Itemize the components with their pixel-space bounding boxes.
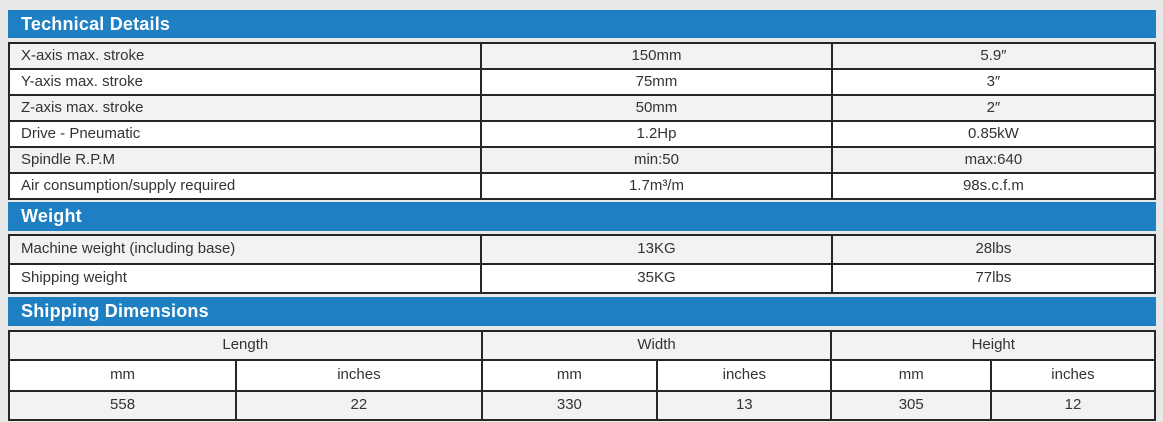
spec-label: Air consumption/supply required: [7, 172, 483, 200]
spec-imperial-value: 0.85kW: [830, 120, 1157, 148]
spec-metric-value: 75mm: [480, 68, 833, 96]
spec-label: Shipping weight: [7, 263, 483, 294]
section-title: Weight: [21, 206, 82, 226]
spec-metric-value: 13KG: [480, 234, 833, 265]
unit-label-mm: mm: [480, 359, 659, 392]
table-row: Machine weight (including base) 13KG 28l…: [7, 234, 1157, 265]
unit-label-mm: mm: [830, 359, 992, 392]
unit-label-mm: mm: [7, 359, 238, 392]
section-header-shipping-dimensions: Shipping Dimensions: [8, 297, 1156, 326]
table-row: Drive - Pneumatic 1.2Hp 0.85kW: [7, 120, 1157, 148]
spec-imperial-value: 98s.c.f.m: [830, 172, 1157, 200]
spec-label: Z-axis max. stroke: [7, 94, 483, 122]
section-title: Technical Details: [21, 13, 171, 34]
spec-label: X-axis max. stroke: [7, 42, 483, 70]
unit-label-inches: inches: [989, 359, 1157, 392]
spec-imperial-value: 2″: [830, 94, 1157, 122]
unit-header-row: mm inches mm inches mm inches: [7, 359, 1157, 392]
spec-metric-value: 1.7m³/m: [480, 172, 833, 200]
dimension-inches-value: 22: [235, 390, 483, 421]
section-header-technical-details: Technical Details: [8, 10, 1156, 38]
table-row: Shipping weight 35KG 77lbs: [7, 263, 1157, 294]
unit-label-inches: inches: [235, 359, 483, 392]
shipping-dimensions-table: Length Width Height mm inches mm inches …: [7, 330, 1157, 421]
table-row: X-axis max. stroke 150mm 5.9″: [7, 42, 1157, 70]
dimension-mm-value: 305: [830, 390, 992, 421]
spec-metric-value: min:50: [480, 146, 833, 174]
section-header-weight: Weight: [8, 202, 1156, 231]
dimension-name: Height: [830, 330, 1156, 361]
table-row: Spindle R.P.M min:50 max:640: [7, 146, 1157, 174]
dimension-inches-value: 12: [989, 390, 1157, 421]
table-row: Y-axis max. stroke 75mm 3″: [7, 68, 1157, 96]
spec-metric-value: 150mm: [480, 42, 833, 70]
spec-imperial-value: 28lbs: [830, 234, 1157, 265]
table-row: Z-axis max. stroke 50mm 2″: [7, 94, 1157, 122]
spec-imperial-value: 3″: [830, 68, 1157, 96]
dimension-name: Width: [480, 330, 833, 361]
spec-imperial-value: max:640: [830, 146, 1157, 174]
dimension-inches-value: 13: [656, 390, 833, 421]
dimension-name: Length: [8, 330, 483, 361]
dimension-mm-value: 330: [480, 390, 659, 421]
table-row: Air consumption/supply required 1.7m³/m …: [7, 172, 1157, 200]
dimension-mm-value: 558: [7, 390, 238, 421]
dimension-header-row: Length Width Height: [8, 330, 1156, 361]
spec-metric-value: 35KG: [480, 263, 833, 294]
spec-imperial-value: 77lbs: [830, 263, 1157, 294]
spec-metric-value: 1.2Hp: [480, 120, 833, 148]
dimension-values-row: 558 22 330 13 305 12: [7, 390, 1157, 421]
spec-label: Spindle R.P.M: [7, 146, 483, 174]
technical-details-table: X-axis max. stroke 150mm 5.9″ Y-axis max…: [7, 42, 1157, 200]
spec-metric-value: 50mm: [480, 94, 833, 122]
section-title: Shipping Dimensions: [21, 301, 209, 321]
spec-label: Y-axis max. stroke: [7, 68, 483, 96]
spec-label: Machine weight (including base): [7, 234, 483, 265]
spec-label: Drive - Pneumatic: [7, 120, 483, 148]
unit-label-inches: inches: [656, 359, 833, 392]
weight-table: Machine weight (including base) 13KG 28l…: [7, 234, 1157, 294]
spec-imperial-value: 5.9″: [830, 42, 1157, 70]
